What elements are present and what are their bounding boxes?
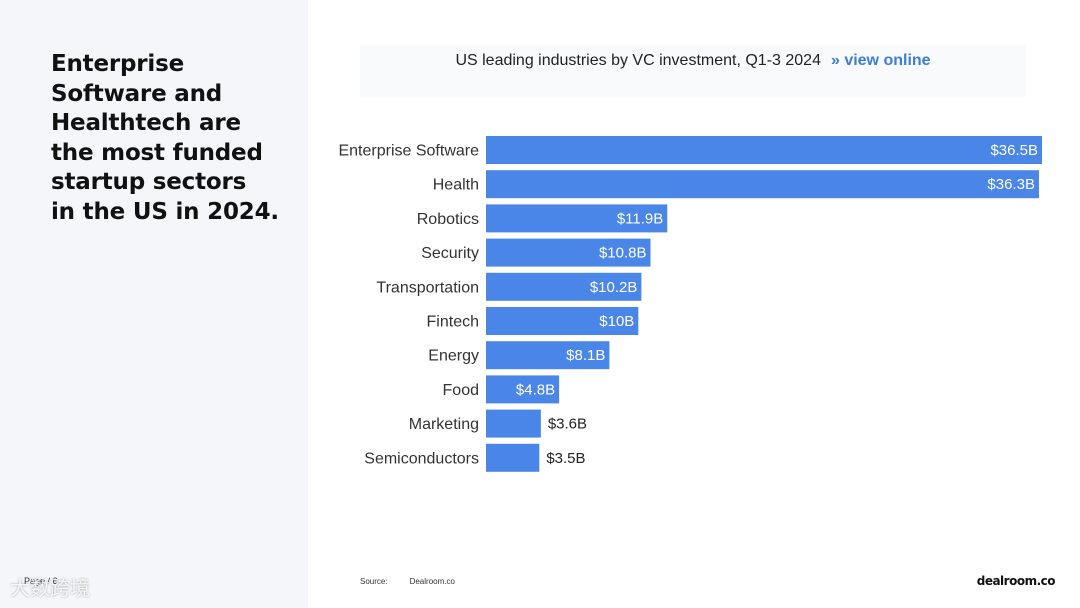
bar-chart-svg: Enterprise Software $36.5B Health $36.3B Rob… [338, 136, 1042, 472]
value-label: $10B [599, 313, 634, 330]
category-label: Fintech [427, 314, 479, 331]
dealroom-logo: dealroom.co [976, 574, 1056, 588]
bar [486, 170, 1039, 199]
source-note: Source: Dealroom.co [360, 577, 455, 586]
category-label: Transportation [376, 279, 479, 296]
headline: Enterprise Software and Healthtech are t… [51, 50, 281, 227]
source-label: Source: [360, 577, 388, 586]
bar [486, 409, 541, 438]
bar [486, 443, 540, 472]
category-label: Enterprise Software [338, 143, 479, 160]
value-label: $4.8B [516, 381, 555, 398]
category-label: Security [421, 245, 479, 262]
category-label: Semiconductors [364, 450, 479, 467]
chart-header: US leading industries by VC investment, … [360, 45, 1026, 97]
headline-line: startup sectors [51, 169, 247, 195]
bar [486, 272, 642, 301]
value-label: $36.5B [990, 142, 1038, 159]
headline-line: Software and [51, 80, 223, 107]
bar [486, 341, 610, 370]
value-label: $10.8B [599, 245, 647, 262]
value-label: $36.3B [987, 176, 1035, 193]
category-label: Robotics [417, 211, 479, 228]
category-label: Food [443, 382, 479, 399]
category-label: Health [433, 177, 479, 194]
bar [486, 136, 1042, 164]
bar [486, 238, 651, 267]
page-label: Page / 6 [24, 576, 58, 586]
source-value: Dealroom.co [409, 577, 455, 586]
value-label: $3.5B [546, 450, 585, 467]
chart-title: US leading industries by VC investment, … [455, 52, 821, 69]
bar [486, 204, 668, 233]
bar [486, 375, 560, 404]
value-label: $10.2B [590, 279, 638, 296]
bar [486, 307, 639, 335]
chart-title-row: US leading industries by VC investment, … [360, 51, 1026, 71]
value-label: $3.6B [548, 416, 587, 433]
view-online-link[interactable]: » view online [830, 52, 931, 69]
headline-line: Healthtech are [51, 110, 241, 136]
headline-line: in the US in 2024. [51, 198, 279, 225]
value-label: $8.1B [566, 347, 605, 364]
category-label: Energy [428, 348, 479, 365]
headline-line: the most funded [51, 139, 263, 166]
watermark-logo: 大数跨境 [10, 576, 90, 600]
category-label: Marketing [409, 416, 479, 433]
left-panel [0, 0, 308, 608]
bar-chart: Enterprise Software $36.5B Health $36.3B Rob… [330, 130, 1070, 480]
value-label: $11.9B [617, 210, 663, 227]
headline-line: Enterprise [51, 51, 185, 77]
